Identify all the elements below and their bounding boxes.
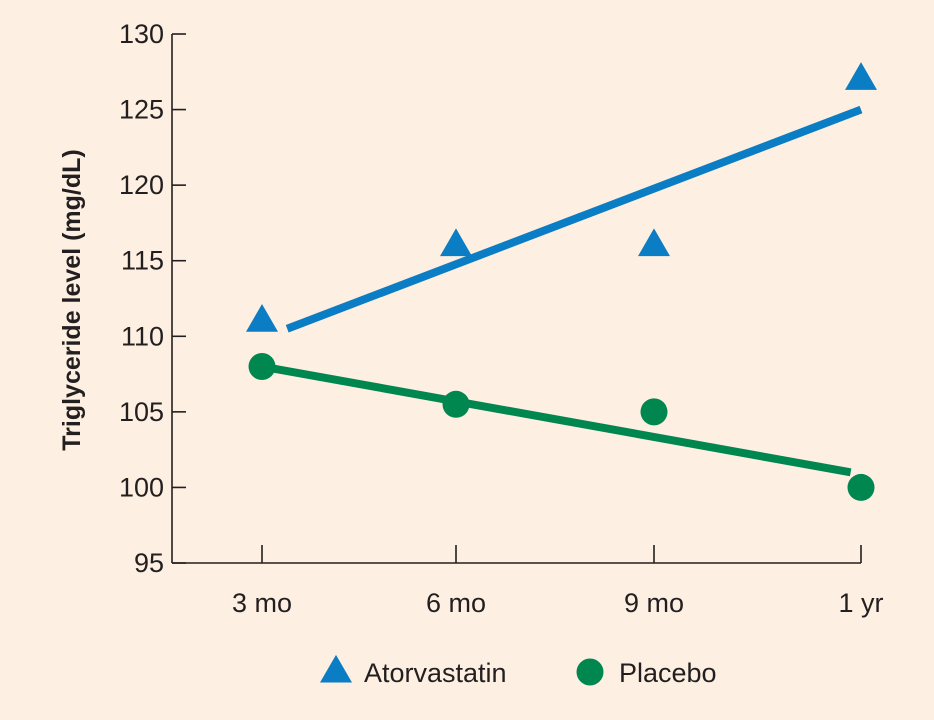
y-tick-label: 120 [119, 170, 164, 200]
atorvastatin-trendline [285, 105, 863, 333]
legend-placebo-marker [576, 658, 604, 686]
y-axis-title: Triglyceride level (mg/dL) [58, 149, 86, 450]
placebo-point [442, 390, 470, 418]
y-tick-label: 100 [119, 472, 164, 502]
y-tick-label: 110 [121, 321, 164, 351]
placebo-trendline [261, 362, 852, 477]
axes: 95 100 105 110 115 120 125 130 3 mo 6 mo 9 mo 1 yr T… [58, 19, 884, 618]
atorvastatin-point [845, 62, 877, 90]
legend-atorvastatin-marker [320, 654, 352, 683]
legend-atorvastatin-label: Atorvastatin [364, 658, 507, 688]
x-tick-label: 6 mo [426, 588, 486, 618]
y-tick-label: 130 [119, 19, 164, 49]
legend: Atorvastatin Placebo [320, 654, 717, 688]
atorvastatin-point [246, 303, 278, 332]
y-tick-label: 105 [119, 397, 164, 427]
y-tick-label: 95 [134, 548, 164, 578]
data-markers [246, 62, 877, 501]
atorvastatin-point [440, 228, 472, 257]
atorvastatin-point [638, 228, 670, 257]
placebo-point [248, 353, 276, 381]
y-tick-label: 115 [121, 246, 164, 276]
x-tick-label: 9 mo [624, 588, 684, 618]
placebo-point [640, 398, 668, 426]
x-tick-label: 1 yr [838, 588, 883, 618]
placebo-point [847, 473, 875, 501]
trendlines [261, 105, 863, 477]
x-tick-label: 3 mo [232, 588, 292, 618]
y-tick-label: 125 [119, 95, 164, 125]
legend-placebo-label: Placebo [619, 658, 717, 688]
